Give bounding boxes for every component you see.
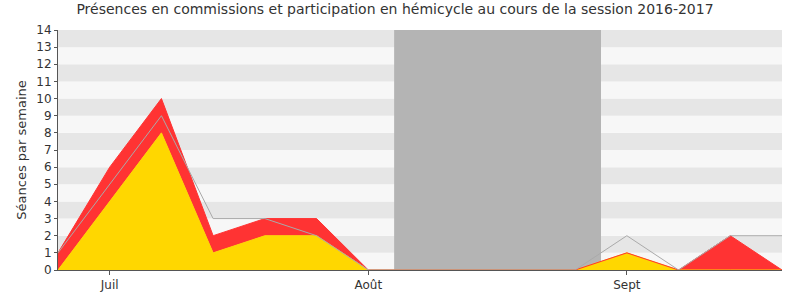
svg-text:Août: Août xyxy=(354,278,382,292)
svg-text:10: 10 xyxy=(36,92,51,106)
svg-text:4: 4 xyxy=(44,195,52,209)
svg-text:Présences en commissions et pa: Présences en commissions et participatio… xyxy=(76,1,713,17)
svg-text:5: 5 xyxy=(44,177,52,191)
svg-text:12: 12 xyxy=(36,57,51,71)
svg-text:7: 7 xyxy=(44,143,52,157)
svg-text:Sept: Sept xyxy=(613,278,641,292)
svg-text:13: 13 xyxy=(36,40,51,54)
svg-text:9: 9 xyxy=(44,109,52,123)
svg-text:11: 11 xyxy=(36,75,51,89)
svg-text:6: 6 xyxy=(44,160,52,174)
svg-text:1: 1 xyxy=(44,246,52,260)
svg-text:0: 0 xyxy=(44,263,52,277)
svg-text:3: 3 xyxy=(44,212,52,226)
svg-text:8: 8 xyxy=(44,126,52,140)
svg-text:14: 14 xyxy=(36,23,51,37)
svg-text:2: 2 xyxy=(44,229,52,243)
svg-text:Juil: Juil xyxy=(100,278,119,292)
svg-text:Séances par semaine: Séances par semaine xyxy=(14,80,29,219)
